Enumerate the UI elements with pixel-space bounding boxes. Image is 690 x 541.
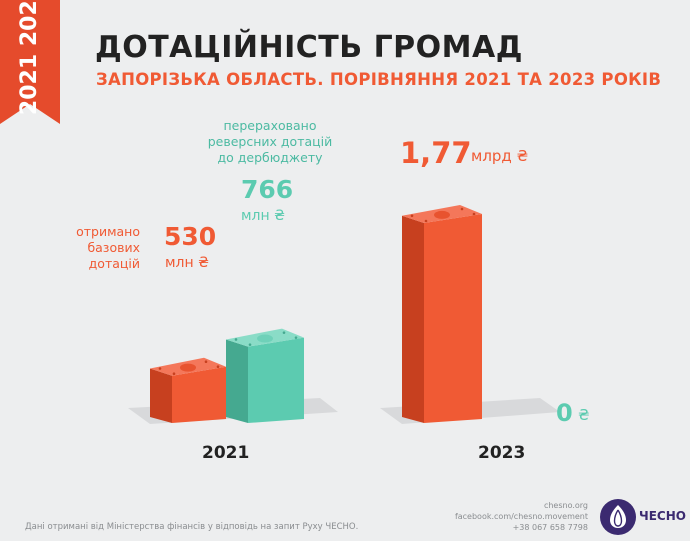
bar-2021-series-1 <box>150 357 226 423</box>
bar-2023-series-1 <box>402 205 482 423</box>
value-label-177: 1,77 <box>400 136 472 170</box>
year-ribbon <box>0 0 60 124</box>
value-label-530: 530 <box>164 222 217 251</box>
page-subtitle: ЗАПОРІЗЬКА ОБЛАСТЬ. ПОРІВНЯННЯ 2021 ТА 2… <box>96 70 662 89</box>
unit-label-766: млн ₴ <box>241 208 285 224</box>
reverse-note-line1: перераховано <box>223 118 317 133</box>
facebook-link[interactable]: facebook.com/chesno.movement <box>454 512 588 521</box>
reverse-note-line2: реверсних дотацій <box>207 134 333 149</box>
value-label-766: 766 <box>241 175 294 204</box>
year-label-2021: 2021 <box>202 443 250 463</box>
contacts-block: chesno.org facebook.com/chesno.movement … <box>455 500 588 533</box>
bar-2021-series-2 <box>226 328 304 423</box>
unit-label-177: млрд ₴ <box>471 147 529 165</box>
phone-number: +38 067 658 7798 <box>512 523 588 532</box>
base-note-line2: базових <box>87 240 140 255</box>
unit-label-530: млн ₴ <box>165 255 209 271</box>
site-link[interactable]: chesno.org <box>543 501 588 510</box>
source-note: Дані отримані від Міністерства фінансів … <box>25 522 359 532</box>
base-note-line1: отримано <box>76 224 140 239</box>
logo-text: ЧЕСНО <box>639 509 686 523</box>
value-label-0: 0 <box>556 399 573 427</box>
page-title: ДОТАЦІЙНІСТЬ ГРОМАД <box>95 30 523 65</box>
unit-label-0: ₴ <box>578 406 590 424</box>
chesno-logo-icon[interactable] <box>599 498 637 536</box>
reverse-note-line3: до дербюджету <box>217 150 323 165</box>
base-dotation-note: отримано базових дотацій <box>60 224 140 272</box>
reverse-dotation-note: перераховано реверсних дотацій до дербюд… <box>200 118 340 166</box>
base-note-line3: дотацій <box>88 256 140 271</box>
year-label-2023: 2023 <box>478 443 526 463</box>
